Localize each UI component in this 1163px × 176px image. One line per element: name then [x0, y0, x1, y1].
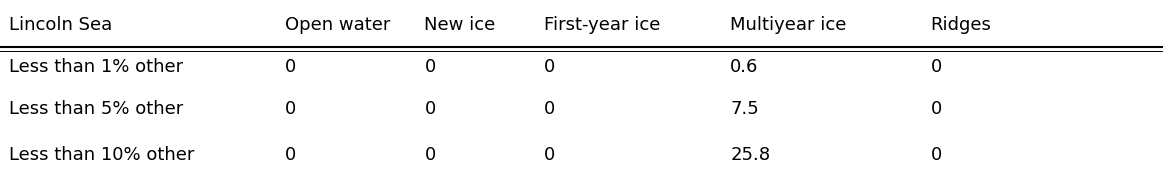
Text: 0: 0 — [285, 146, 297, 164]
Text: 0: 0 — [930, 146, 942, 164]
Text: 7.5: 7.5 — [730, 100, 759, 118]
Text: Lincoln Sea: Lincoln Sea — [9, 16, 113, 34]
Text: 0: 0 — [285, 58, 297, 76]
Text: Ridges: Ridges — [930, 16, 991, 34]
Text: 0.6: 0.6 — [730, 58, 758, 76]
Text: Less than 5% other: Less than 5% other — [9, 100, 184, 118]
Text: Open water: Open water — [285, 16, 391, 34]
Text: 0: 0 — [424, 146, 436, 164]
Text: First-year ice: First-year ice — [544, 16, 661, 34]
Text: 0: 0 — [930, 58, 942, 76]
Text: 0: 0 — [544, 100, 556, 118]
Text: Less than 1% other: Less than 1% other — [9, 58, 184, 76]
Text: Multiyear ice: Multiyear ice — [730, 16, 847, 34]
Text: New ice: New ice — [424, 16, 495, 34]
Text: 0: 0 — [424, 100, 436, 118]
Text: Less than 10% other: Less than 10% other — [9, 146, 194, 164]
Text: 0: 0 — [285, 100, 297, 118]
Text: 25.8: 25.8 — [730, 146, 771, 164]
Text: 0: 0 — [544, 146, 556, 164]
Text: 0: 0 — [544, 58, 556, 76]
Text: 0: 0 — [424, 58, 436, 76]
Text: 0: 0 — [930, 100, 942, 118]
